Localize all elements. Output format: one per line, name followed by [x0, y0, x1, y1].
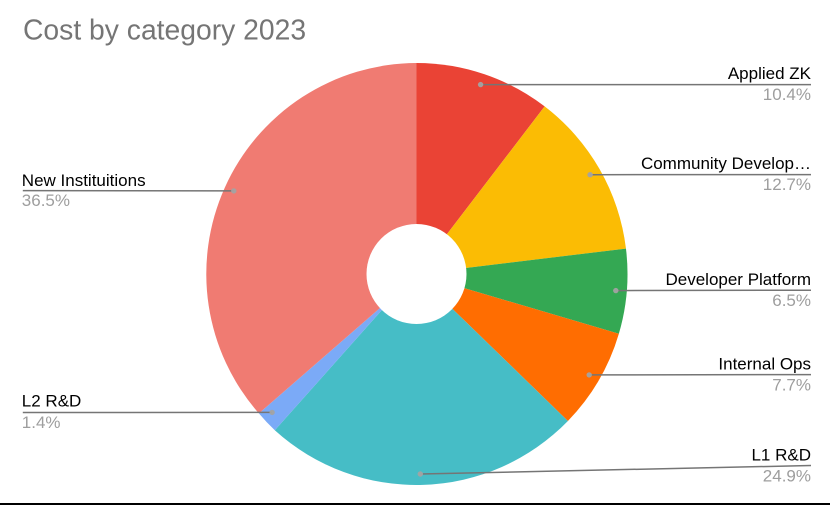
svg-text:24.9%: 24.9% — [763, 467, 811, 486]
svg-text:Cost by category 2023: Cost by category 2023 — [23, 14, 306, 46]
svg-text:6.5%: 6.5% — [772, 291, 811, 310]
svg-text:36.5%: 36.5% — [22, 191, 70, 210]
svg-text:Community Develop…: Community Develop… — [641, 154, 811, 173]
svg-text:10.4%: 10.4% — [763, 85, 811, 104]
svg-text:L1 R&D: L1 R&D — [751, 446, 811, 465]
svg-text:Developer Platform: Developer Platform — [665, 270, 811, 289]
svg-text:12.7%: 12.7% — [763, 175, 811, 194]
svg-text:New Instituitions: New Instituitions — [22, 171, 146, 190]
svg-text:7.7%: 7.7% — [772, 376, 811, 395]
svg-text:L2 R&D: L2 R&D — [22, 392, 82, 411]
svg-text:Applied ZK: Applied ZK — [728, 64, 812, 83]
svg-text:Internal Ops: Internal Ops — [718, 355, 811, 374]
svg-text:1.4%: 1.4% — [22, 413, 61, 432]
